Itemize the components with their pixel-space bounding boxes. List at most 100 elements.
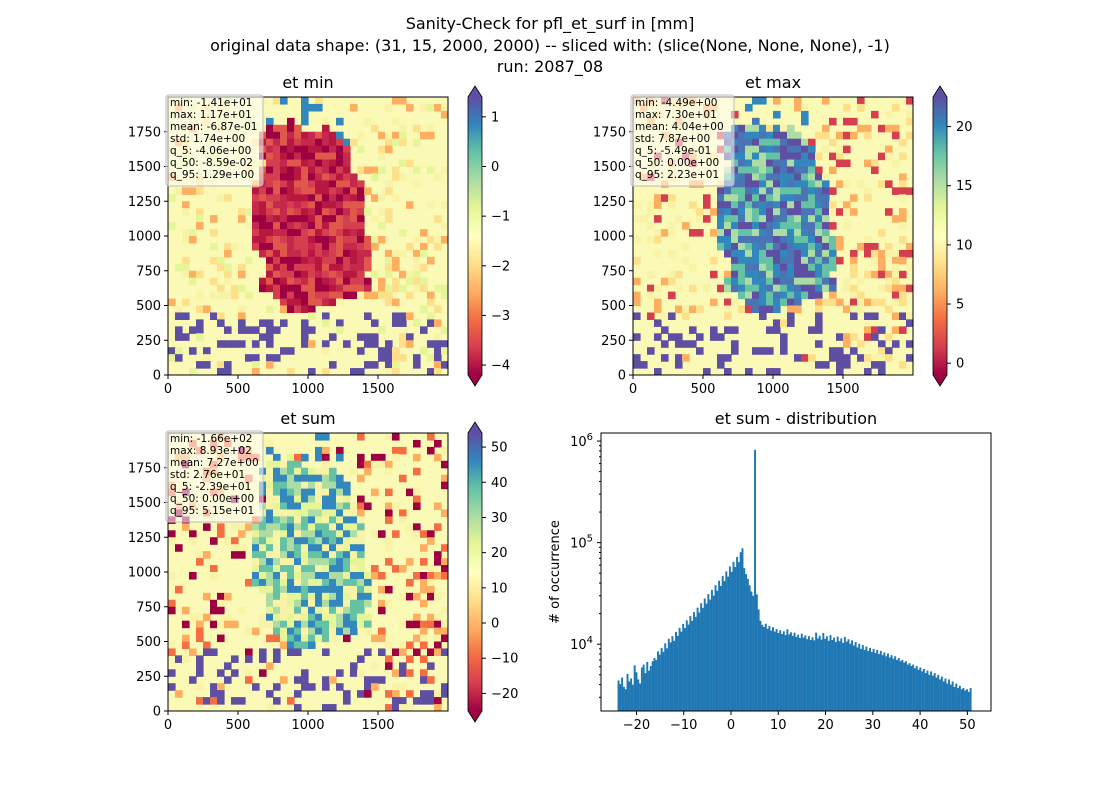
heatmap-cell [864, 298, 872, 307]
heatmap-cell [357, 572, 365, 580]
histogram-bar [915, 666, 918, 711]
heatmap-cell [843, 159, 851, 168]
heatmap-cell [864, 159, 872, 168]
histogram-bar [874, 652, 877, 711]
heatmap-cell [308, 340, 316, 348]
heatmap-cell [787, 152, 795, 161]
figure-title: Sanity-Check for pfl_et_surf in [mm] ori… [210, 14, 890, 77]
heatmap-cell [266, 305, 274, 314]
heatmap-cell [259, 620, 267, 629]
y-axis-label: # of occurrence [548, 520, 563, 624]
panel-et-sum-distribution: et sum - distribution −20 −10 0 10 20 30 40 50 … [548, 409, 992, 733]
heatmap-cell [441, 634, 448, 643]
heatmap-cell [413, 495, 421, 504]
heatmap-cell [308, 592, 316, 601]
heatmap-cell [724, 187, 732, 195]
heatmap-cell [371, 530, 379, 538]
histogram-bar [788, 634, 791, 711]
heatmap-cell [434, 572, 442, 580]
heatmap-cell [724, 249, 732, 258]
heatmap-cell [245, 354, 253, 362]
heatmap-cell [647, 236, 655, 244]
heatmap-cell [745, 124, 753, 133]
heatmap-cell [336, 291, 344, 300]
heatmap-cell [315, 433, 323, 441]
heatmap-cell [273, 242, 281, 251]
heatmap-cell [350, 523, 358, 531]
heatmap-cell [364, 277, 372, 286]
heatmap-cell [378, 460, 386, 469]
heatmap-cell [441, 481, 448, 490]
heatmap-cell [434, 523, 442, 531]
heatmap-cell [266, 180, 274, 188]
heatmap-cell [385, 509, 393, 517]
histogram-bar [895, 659, 898, 711]
heatmap-cell [427, 565, 435, 573]
heatmap-cell [392, 166, 400, 175]
stat-line: q_95: 5.15e+01 [170, 505, 254, 517]
heatmap-cell [273, 152, 281, 161]
y-tick-label: 1250 [128, 531, 161, 546]
heatmap-cell [245, 222, 253, 230]
heatmap-cell [266, 502, 274, 511]
heatmap-cell [787, 249, 795, 258]
heatmap-cell [315, 236, 323, 244]
heatmap-cell [385, 558, 393, 566]
heatmap-cell [182, 333, 190, 341]
heatmap-cell [794, 284, 802, 293]
heatmap-cell [399, 509, 407, 517]
heatmap-cell [357, 495, 365, 504]
heatmap-cell [413, 256, 421, 265]
histogram-bar [646, 661, 649, 711]
histogram-bar [727, 576, 730, 711]
histogram-bar [700, 603, 703, 711]
histogram-bar [962, 688, 965, 711]
histogram-bar [820, 639, 823, 711]
heatmap-cell [731, 284, 739, 293]
heatmap-cell [738, 305, 746, 314]
heatmap-cell [434, 319, 442, 327]
heatmap-cell [301, 502, 309, 511]
stat-line: q_50: -8.59e-02 [170, 157, 253, 169]
histogram-bar [775, 629, 778, 711]
heatmap-cell [336, 180, 344, 188]
histogram-bar [852, 645, 855, 711]
heatmap-cell [301, 166, 309, 175]
heatmap-cell [343, 291, 351, 300]
heatmap-cell [364, 613, 372, 622]
heatmap-cell [738, 270, 746, 279]
heatmap-cell [266, 585, 274, 594]
heatmap-cell [280, 627, 288, 636]
heatmap-cell [196, 683, 204, 691]
heatmap-cell [308, 166, 316, 175]
heatmap-cell [350, 551, 358, 559]
heatmap-cell [364, 572, 372, 580]
heatmap-cell [794, 263, 802, 272]
heatmap-cell [829, 347, 837, 355]
heatmap-cell [801, 242, 809, 251]
heatmap-cell [406, 201, 414, 209]
heatmap-cell [406, 669, 414, 677]
heatmap-cell [843, 208, 851, 216]
heatmap-cell [633, 277, 641, 286]
heatmap-cell [266, 495, 274, 504]
histogram-bar [901, 659, 904, 711]
heatmap-cell [294, 263, 302, 272]
heatmap-cell [871, 110, 879, 119]
heatmap-cell [773, 249, 781, 258]
histogram-bar [948, 679, 951, 711]
heatmap-cell [350, 530, 358, 538]
heatmap-cell [266, 516, 274, 524]
heatmap-cell [892, 249, 900, 258]
histogram-bar [840, 638, 843, 711]
heatmap-cell [294, 634, 302, 643]
heatmap-cell [364, 585, 372, 594]
heatmap-cell [273, 159, 281, 168]
heatmap-cell [301, 117, 309, 126]
heatmap-cell [350, 270, 358, 279]
heatmap-cell [322, 298, 330, 307]
histogram-bar [619, 684, 622, 711]
heatmap-cell [766, 256, 774, 265]
heatmap-cell [385, 187, 393, 195]
heatmap-cell [357, 523, 365, 531]
